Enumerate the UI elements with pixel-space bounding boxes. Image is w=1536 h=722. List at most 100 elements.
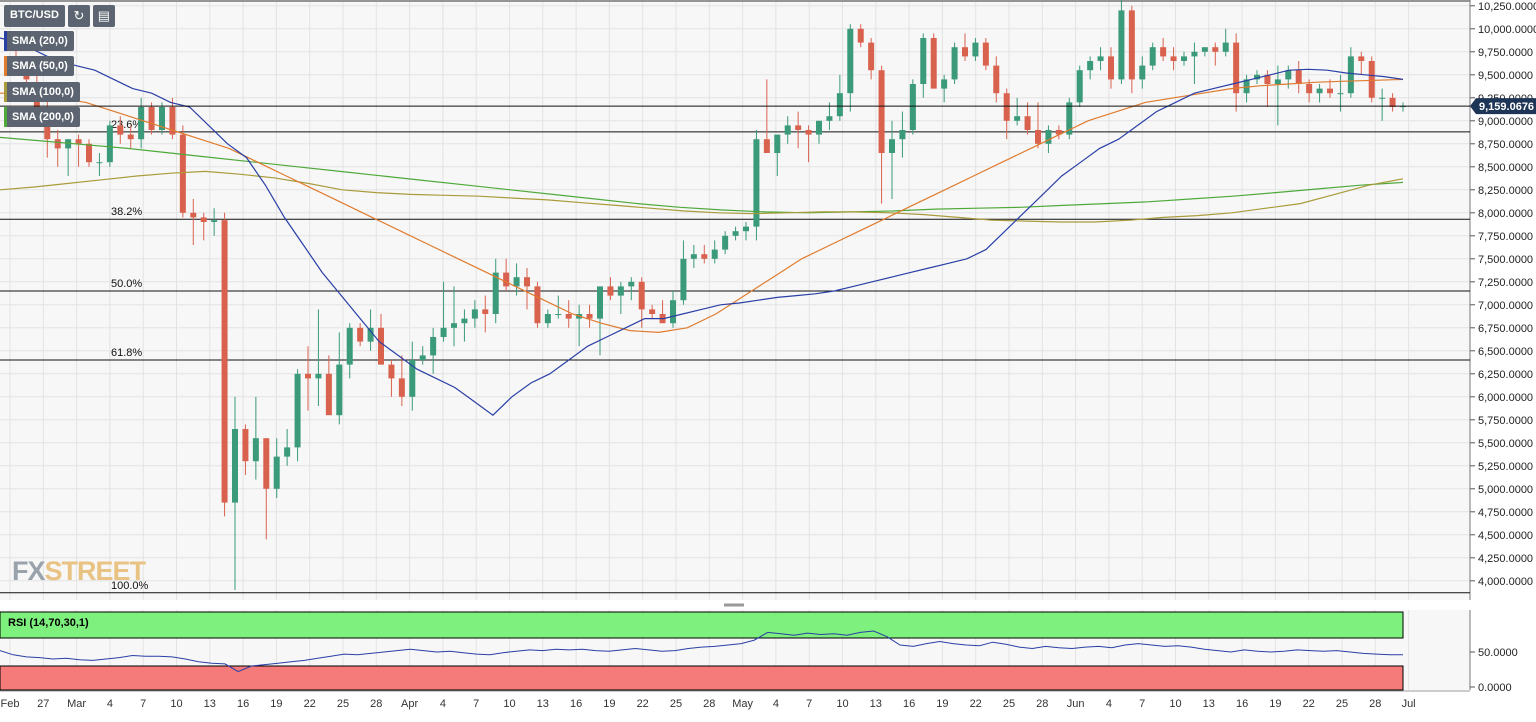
y-tick-label: 4,500.0000 — [1478, 530, 1533, 542]
y-tick-label: 7,500.0000 — [1478, 254, 1533, 266]
sma200-line — [0, 136, 1404, 214]
rsi-line — [0, 630, 1403, 673]
x-tick-label: 7 — [1139, 698, 1145, 710]
candle-body — [649, 309, 656, 314]
x-tick-label: 4 — [773, 698, 779, 710]
candle-body — [701, 254, 708, 259]
y-tick-label: 6,250.0000 — [1478, 369, 1533, 381]
indicator-sma20[interactable]: SMA (20,0) — [4, 31, 74, 51]
x-tick-label: 4 — [1106, 698, 1112, 710]
candle-body — [836, 93, 843, 117]
candle-body — [1003, 93, 1010, 121]
y-tick-label: 10,000.0000 — [1478, 24, 1536, 36]
indicator-label: SMA (20,0) — [12, 35, 68, 47]
candle-body — [899, 130, 906, 140]
candle-body — [232, 429, 238, 503]
candle-body — [586, 314, 593, 319]
x-tick-label: 16 — [237, 698, 249, 710]
candle-body — [1327, 88, 1333, 94]
indicator-label: SMA (100,0) — [12, 86, 74, 98]
x-tick-label: Jul — [1402, 698, 1416, 710]
indicator-sma50[interactable]: SMA (50,0) — [4, 56, 74, 76]
sma100-line — [0, 170, 1404, 223]
candle-body — [753, 139, 760, 227]
candle-body — [513, 277, 520, 287]
candle-body — [305, 373, 311, 379]
candle-body — [169, 107, 176, 135]
candle-body — [743, 226, 749, 232]
candle-body — [1181, 56, 1187, 61]
rsi-overbought-zone — [0, 611, 1404, 639]
x-tick-label: 7 — [473, 698, 479, 710]
candle-body — [1097, 56, 1104, 61]
candle-body — [1066, 102, 1073, 135]
x-tick-label: 19 — [1269, 698, 1281, 710]
candle-body — [1087, 61, 1094, 71]
sma50-line — [0, 78, 1404, 334]
chart-toolbar: BTC/USD ↻ ▤ — [4, 5, 115, 27]
candle-body — [1212, 47, 1219, 52]
rsi-tick-label: 50.0000 — [1478, 647, 1518, 659]
x-tick-label: 28 — [1369, 698, 1381, 710]
candles-icon[interactable]: ▤ — [92, 5, 115, 27]
x-tick-label: 7 — [140, 698, 146, 710]
y-tick-label: 5,750.0000 — [1478, 415, 1533, 427]
y-tick-label: 8,000.0000 — [1478, 208, 1533, 220]
x-tick-label: 10 — [1169, 698, 1181, 710]
candle-body — [252, 438, 259, 462]
candle-body — [357, 327, 364, 342]
y-tick-label: 7,250.0000 — [1478, 277, 1533, 289]
candle-body — [482, 309, 489, 314]
candle-body — [430, 337, 437, 356]
candle-body — [763, 139, 770, 153]
x-tick-label: 13 — [1203, 698, 1215, 710]
candle-body — [982, 42, 989, 66]
candle-body — [1368, 61, 1375, 98]
candle-body — [920, 38, 927, 84]
candle-body — [972, 42, 979, 57]
x-tick-label: 16 — [570, 698, 582, 710]
x-tick-label: 25 — [1003, 698, 1015, 710]
fxstreet-logo: FXSTREET — [12, 556, 146, 586]
y-tick-label: 5,000.0000 — [1478, 484, 1533, 496]
candle-body — [1264, 74, 1271, 84]
candle-body — [138, 107, 145, 140]
x-tick-label: 22 — [304, 698, 316, 710]
candle-body — [680, 258, 687, 301]
candle-body — [325, 373, 332, 416]
candle-body — [555, 314, 562, 315]
y-tick-label: 6,500.0000 — [1478, 346, 1533, 358]
candle-body — [1128, 10, 1135, 80]
candle-body — [315, 373, 322, 379]
y-tick-label: 7,750.0000 — [1478, 231, 1533, 243]
y-tick-label: 10,250.0000 — [1478, 1, 1536, 13]
refresh-icon[interactable]: ↻ — [67, 5, 90, 27]
candle-body — [503, 272, 510, 287]
candle-body — [1358, 56, 1365, 61]
y-tick-label: 6,750.0000 — [1478, 323, 1533, 335]
y-tick-label: 4,000.0000 — [1478, 576, 1533, 588]
indicator-sma100[interactable]: SMA (100,0) — [4, 82, 80, 102]
y-tick-label: 8,750.0000 — [1478, 139, 1533, 151]
fib-level-label: 50.0% — [111, 278, 142, 290]
candle-body — [690, 254, 697, 259]
x-tick-label: 10 — [503, 698, 515, 710]
x-tick-label: 22 — [970, 698, 982, 710]
candle-body — [1201, 47, 1208, 52]
candle-body — [336, 364, 343, 416]
x-tick-label: Mar — [67, 698, 86, 710]
x-tick-label: 10 — [170, 698, 182, 710]
candle-body — [284, 447, 291, 457]
fib-level-label: 23.6% — [111, 119, 142, 131]
candle-body — [1139, 65, 1146, 80]
indicator-sma200[interactable]: SMA (200,0) — [4, 107, 80, 127]
y-tick-label: 5,250.0000 — [1478, 461, 1533, 473]
candle-body — [492, 272, 499, 314]
x-tick-label: 16 — [1236, 698, 1248, 710]
x-tick-label: May — [732, 698, 753, 710]
x-tick-label: 28 — [703, 698, 715, 710]
candle-body — [1274, 79, 1281, 84]
rsi-label[interactable]: RSI (14,70,30,1) — [8, 617, 89, 629]
symbol-label[interactable]: BTC/USD — [4, 5, 65, 27]
y-tick-label: 4,250.0000 — [1478, 553, 1533, 565]
